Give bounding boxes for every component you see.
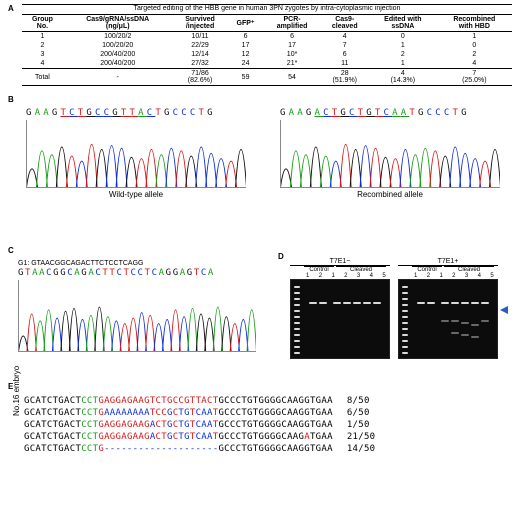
clv-label-r: Cleaved — [444, 266, 494, 273]
table-cell: 4 — [437, 59, 512, 69]
ctrl-label-r: Control — [412, 266, 442, 273]
panel-c-label: C — [8, 246, 14, 255]
gel-head-left: T7E1− — [290, 258, 390, 265]
table-cell: 4 — [320, 32, 369, 42]
seq-e-rows: GCATCTGACTCCTGAGGAGAAGTCTGCCGTTACTGCCCTG… — [10, 396, 510, 454]
seq-row: GCATCTGACTCCTG--------------------GCCCTG… — [24, 444, 510, 454]
gel-head-right: T7E1+ — [398, 258, 498, 265]
panel-b-label: B — [8, 95, 14, 104]
table-total-cell: Total — [22, 69, 63, 86]
table-total-cell: 4(14.3%) — [369, 69, 437, 86]
table-cell: 10* — [264, 50, 321, 59]
seq-row: GCATCTGACTCCTGAAAAAAAATCCGCTGTCAATGCCCTG… — [24, 408, 510, 418]
seq-row: GCATCTGACTCCTGAGGAGAAGACTGCTGTCAATGCCCTG… — [24, 432, 510, 442]
table-cell: 6 — [228, 32, 264, 42]
seq-row: GCATCTGACTCCTGAGGAGAAGACTGCTGTCAATGCCCTG… — [24, 420, 510, 430]
g1-label: G1: GTAACGGCAGACTTCTCCTCAGG — [18, 260, 270, 267]
table-cell: 12 — [228, 50, 264, 59]
table-total-cell: - — [63, 69, 173, 86]
table-cell: 100/20/2 — [63, 32, 173, 42]
table-cell: 22/29 — [173, 41, 228, 50]
table-cell: 0 — [369, 32, 437, 42]
table-total-cell: 54 — [264, 69, 321, 86]
table-total-cell: 7(25.0%) — [437, 69, 512, 86]
panel-d-label: D — [278, 252, 284, 261]
gel-right — [398, 279, 498, 359]
clv-label-l: Cleaved — [336, 266, 386, 273]
table-cell: 6 — [320, 50, 369, 59]
table-cell: 11 — [320, 59, 369, 69]
panel-a-label: A — [8, 4, 14, 13]
table-cell: 2 — [22, 41, 63, 50]
seq-b-right: GAAGACTGCTGTCAATGCCCTG — [280, 108, 500, 118]
table-cell: 1 — [437, 32, 512, 42]
table-cell: 21* — [264, 59, 321, 69]
table-cell: 7 — [320, 41, 369, 50]
seq-b-left: GAAGTCTGCCGTTACTGCCCTG — [26, 108, 246, 118]
table-cell: 17 — [228, 41, 264, 50]
table-cell: 10/11 — [173, 32, 228, 42]
table-cell: 24 — [228, 59, 264, 69]
table-cell: 12/14 — [173, 50, 228, 59]
table-cell: 100/20/20 — [63, 41, 173, 50]
gel-arrow-icon — [500, 306, 508, 314]
table-cell: 200/40/200 — [63, 50, 173, 59]
table-cell: 1 — [369, 59, 437, 69]
table-header: Survived/injected — [173, 15, 228, 32]
table-total-cell: 71/86(82.6%) — [173, 69, 228, 86]
table-header: Recombinedwith HBD — [437, 15, 512, 32]
table-total-cell: 28(51.9%) — [320, 69, 369, 86]
caption-recomb-allele: Recombined allele — [280, 190, 500, 199]
table-cell: 2 — [437, 50, 512, 59]
table-cell: 1 — [369, 41, 437, 50]
table-header: Cas9/gRNA/ssDNA(ng/μL) — [63, 15, 173, 32]
table-cell: 0 — [437, 41, 512, 50]
editing-table: GroupNo.Cas9/gRNA/ssDNA(ng/μL)Survived/i… — [22, 14, 512, 86]
table-header: Edited withssDNA — [369, 15, 437, 32]
gel-left — [290, 279, 390, 359]
table-header: Cas9-cleaved — [320, 15, 369, 32]
table-cell: 1 — [22, 32, 63, 42]
table-cell: 27/32 — [173, 59, 228, 69]
embryo-label: No.16 embryo — [12, 366, 21, 416]
table-total-cell: 59 — [228, 69, 264, 86]
table-header: PCR-amplified — [264, 15, 321, 32]
table-cell: 17 — [264, 41, 321, 50]
table-cell: 3 — [22, 50, 63, 59]
chromatogram-c — [18, 280, 256, 352]
caption-wt-allele: Wild-type allele — [26, 190, 246, 199]
table-cell: 200/40/200 — [63, 59, 173, 69]
table-header: GFP⁺ — [228, 15, 264, 32]
ctrl-label-l: Control — [304, 266, 334, 273]
chromatogram-right — [280, 120, 500, 188]
table-title: Targeted editing of the HBB gene in huma… — [22, 4, 512, 14]
table-cell: 2 — [369, 50, 437, 59]
seq-c: GTAACGGCAGACTTCTCCTCAGGAGTCA — [18, 268, 270, 278]
chromatogram-left — [26, 120, 246, 188]
seq-row: GCATCTGACTCCTGAGGAGAAGTCTGCCGTTACTGCCCTG… — [24, 396, 510, 406]
table-cell: 6 — [264, 32, 321, 42]
table-header: GroupNo. — [22, 15, 63, 32]
table-cell: 4 — [22, 59, 63, 69]
